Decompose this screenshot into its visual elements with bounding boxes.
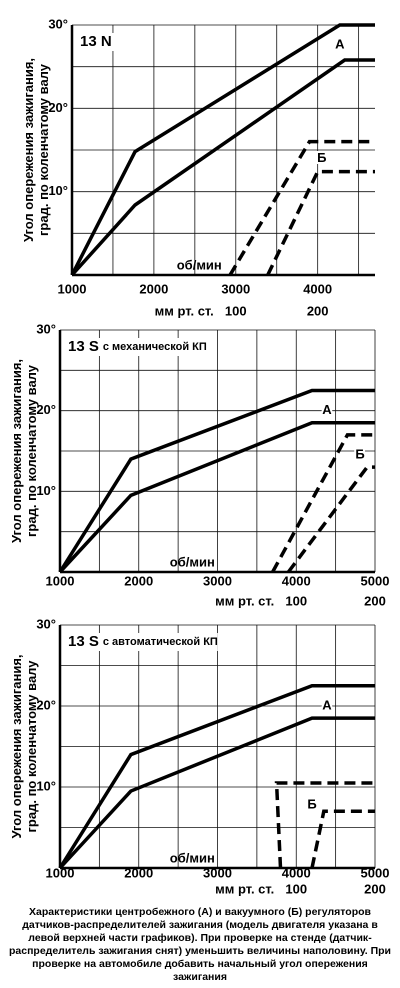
y-axis-label-line: Угол опережения зажигания, bbox=[9, 654, 24, 838]
y-axis-label: Угол опережения зажигания,град. по колен… bbox=[21, 58, 51, 242]
x2-tick-label: 100 bbox=[285, 881, 307, 896]
chart-subtitle: с автоматической КП bbox=[103, 636, 218, 648]
y-tick-label: 20° bbox=[36, 697, 56, 712]
model-label-box bbox=[76, 33, 116, 51]
y-axis-label-line: Угол опережения зажигания, bbox=[9, 359, 24, 543]
charts: 1000 2000 3000 4000 10° 20° 30° 100 200 об/мин мм … bbox=[9, 16, 390, 896]
series-line bbox=[58, 684, 375, 869]
x-axis-label: об/мин bbox=[170, 554, 215, 569]
y-axis-label-line: град. по коленчатому валу bbox=[36, 63, 51, 236]
series-line bbox=[228, 139, 375, 276]
model-label-box bbox=[64, 633, 218, 651]
y-tick-label: 20° bbox=[36, 402, 56, 417]
x-tick-label: 2000 bbox=[124, 573, 153, 588]
x-tick-label: 4000 bbox=[303, 281, 332, 296]
annotation: Б bbox=[317, 150, 326, 165]
series-line bbox=[58, 716, 375, 870]
annotation: А bbox=[335, 36, 345, 51]
model-label: 13 S с автоматической КП bbox=[64, 633, 218, 651]
y-axis-label: Угол опережения зажигания,град. по колен… bbox=[9, 359, 39, 543]
model-label-text: 13 S с механической КП bbox=[68, 338, 207, 355]
x-tick-label: 1000 bbox=[58, 281, 87, 296]
x2-tick-label: 200 bbox=[307, 303, 329, 318]
y-tick-label: 10° bbox=[36, 778, 56, 793]
chart-title: 13 S bbox=[68, 633, 99, 650]
series-line bbox=[274, 781, 375, 869]
x-tick-label: 5000 bbox=[361, 573, 390, 588]
y-axis-label-line: Угол опережения зажигания, bbox=[21, 58, 36, 242]
x-tick-label: 4000 bbox=[282, 573, 311, 588]
x2-axis-label: мм рт. ст. bbox=[215, 881, 274, 896]
y-axis-label: Угол опережения зажигания,град. по колен… bbox=[9, 654, 39, 838]
y-tick-label: 10° bbox=[36, 483, 56, 498]
y-tick-label: 30° bbox=[36, 616, 56, 631]
x-axis-label: об/мин bbox=[170, 850, 215, 865]
y-tick-label: 30° bbox=[36, 321, 56, 336]
annotation: А bbox=[322, 402, 332, 417]
model-label-box bbox=[64, 338, 207, 356]
series-line bbox=[58, 388, 375, 573]
series-line bbox=[58, 421, 375, 574]
series-line bbox=[271, 433, 375, 573]
x2-tick-label: 100 bbox=[285, 593, 307, 608]
annotation: А bbox=[322, 697, 332, 712]
series-line bbox=[70, 58, 375, 277]
series-line bbox=[70, 23, 375, 276]
x-tick-label: 1000 bbox=[46, 573, 75, 588]
chart-title: 13 N bbox=[80, 33, 112, 50]
y-tick-label: 30° bbox=[48, 16, 68, 31]
x-axis-label: об/мин bbox=[177, 257, 222, 272]
model-label: 13 S с механической КП bbox=[64, 338, 207, 356]
series-line bbox=[310, 809, 375, 869]
series-line bbox=[266, 169, 375, 276]
chart-title: 13 S bbox=[68, 338, 99, 355]
y-axis-label-line: град. по коленчатому валу bbox=[24, 660, 39, 833]
x-tick-label: 2000 bbox=[139, 281, 168, 296]
model-label-text: 13 S с автоматической КП bbox=[68, 633, 218, 650]
x-tick-label: 3000 bbox=[221, 281, 250, 296]
x2-axis-label: мм рт. ст. bbox=[155, 303, 214, 318]
x2-tick-label: 100 bbox=[225, 303, 247, 318]
y-axis-label-line: град. по коленчатому валу bbox=[24, 364, 39, 537]
model-label-text: 13 N bbox=[80, 33, 112, 50]
x-tick-label: 3000 bbox=[203, 573, 232, 588]
annotation: Б bbox=[307, 796, 316, 811]
annotation: Б bbox=[355, 446, 364, 461]
chart-subtitle: с механической КП bbox=[103, 341, 207, 353]
x2-tick-label: 200 bbox=[364, 593, 386, 608]
x2-axis-label: мм рт. ст. bbox=[215, 593, 274, 608]
x2-tick-label: 200 bbox=[364, 881, 386, 896]
model-label: 13 N bbox=[76, 33, 116, 51]
series-line bbox=[286, 465, 375, 574]
caption: Характеристики центробежного (А) и вакуу… bbox=[8, 906, 391, 983]
y-tick-label: 10° bbox=[48, 183, 68, 198]
y-tick-label: 20° bbox=[48, 100, 68, 115]
